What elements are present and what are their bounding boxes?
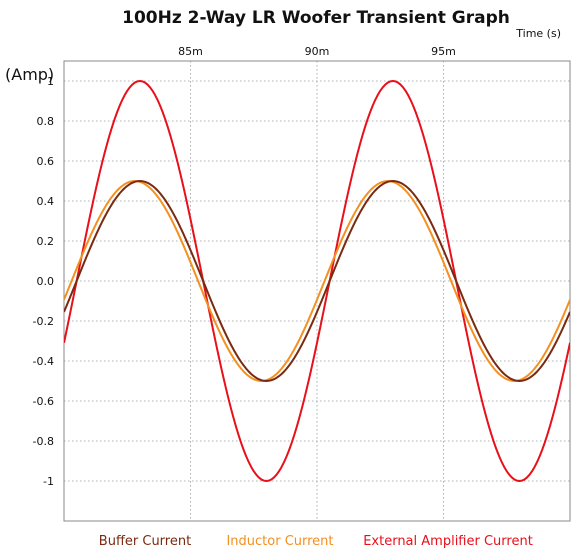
y-tick-label: 0.6 <box>37 155 55 168</box>
y-tick-label: 0.0 <box>37 275 55 288</box>
legend: Buffer Current Inductor Current External… <box>99 534 533 549</box>
x-axis-label: Time (s) <box>515 27 561 40</box>
series-line-external-amplifier-current <box>64 80 570 482</box>
y-tick-label: -0.2 <box>33 315 54 328</box>
grid <box>64 61 570 521</box>
y-axis-ticks: 1 0.8 0.6 0.4 0.2 0.0 -0.2 -0.4 -0.6 -0.8 -1 <box>33 75 54 488</box>
y-tick-label: 0.2 <box>37 235 55 248</box>
y-axis-label: (Amp) <box>5 65 54 84</box>
y-tick-label: -0.4 <box>33 355 54 368</box>
legend-item-buffer-current: Buffer Current <box>99 534 191 549</box>
y-tick-label: 0.4 <box>37 195 55 208</box>
x-axis-ticks: 85m 90m 95m <box>178 45 456 58</box>
plot-frame <box>63 60 571 522</box>
chart-title: 100Hz 2-Way LR Woofer Transient Graph <box>122 8 510 28</box>
series-line-inductor-current <box>64 180 570 382</box>
x-tick-label: 85m <box>178 45 203 58</box>
y-tick-label: 1 <box>47 75 54 88</box>
x-tick-label: 90m <box>305 45 330 58</box>
y-tick-label: -1 <box>43 475 54 488</box>
legend-item-external-amplifier-current: External Amplifier Current <box>363 534 533 549</box>
legend-item-inductor-current: Inductor Current <box>226 534 333 549</box>
y-tick-label: 0.8 <box>37 115 55 128</box>
series-line-buffer-current <box>64 180 570 382</box>
y-tick-label: -0.6 <box>33 395 54 408</box>
x-tick-label: 95m <box>431 45 456 58</box>
series-lines <box>64 80 570 482</box>
y-tick-label: -0.8 <box>33 435 54 448</box>
